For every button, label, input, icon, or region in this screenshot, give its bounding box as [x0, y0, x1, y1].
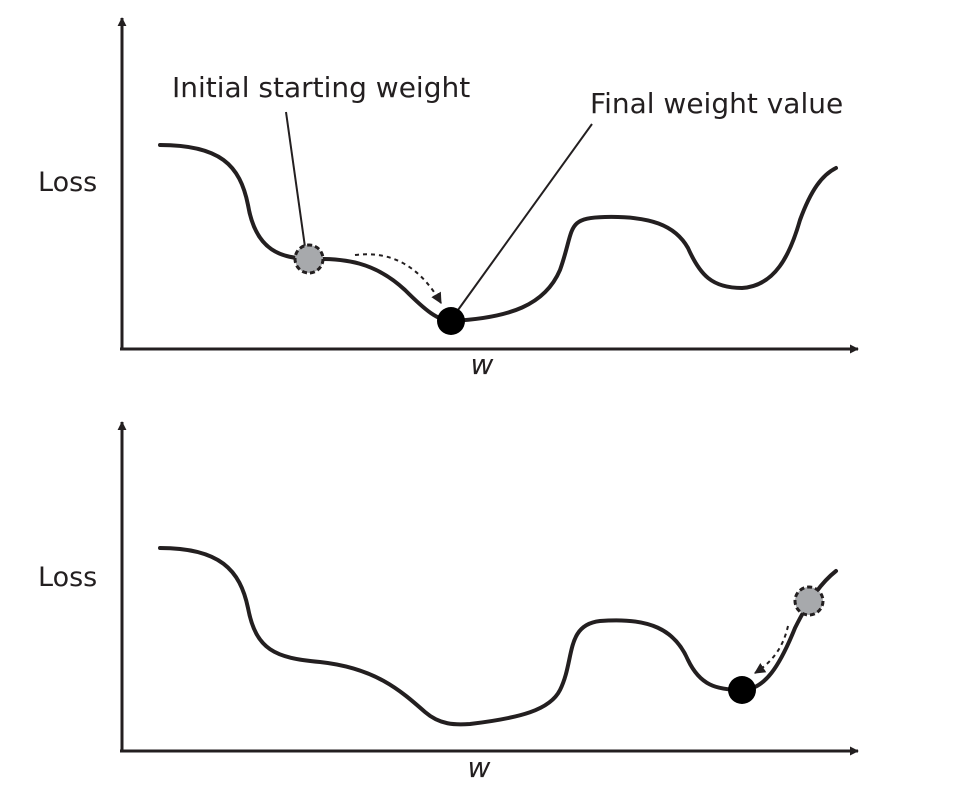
final-weight-marker — [437, 307, 465, 335]
final-weight-marker — [728, 676, 756, 704]
final-leader-line — [457, 123, 593, 311]
initial-weight-marker — [293, 243, 325, 275]
final-weight-annotation: Final weight value — [590, 87, 843, 120]
bottom-panel: Loss w — [38, 421, 859, 784]
initial-weight-marker — [793, 585, 825, 617]
start-leader-line — [285, 111, 306, 248]
x-axis-label: w — [471, 348, 494, 381]
descent-step-arrow — [354, 253, 442, 304]
top-panel: Loss w Initial starting weight Final wei… — [38, 17, 859, 381]
y-axis-label: Loss — [38, 562, 97, 593]
y-axis-label: Loss — [38, 167, 97, 198]
descent-step-arrow — [754, 625, 789, 674]
initial-weight-annotation: Initial starting weight — [172, 71, 470, 104]
loss-curve — [158, 143, 838, 323]
x-axis-label: w — [468, 751, 491, 784]
